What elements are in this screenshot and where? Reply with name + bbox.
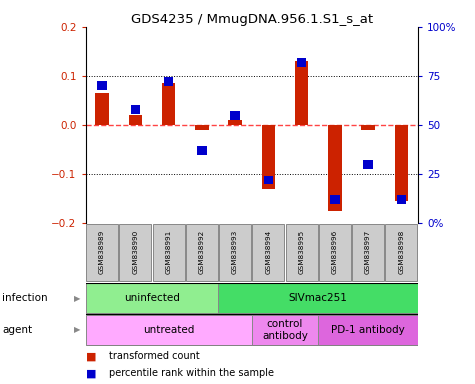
FancyBboxPatch shape	[186, 224, 218, 281]
Bar	[162, 83, 175, 125]
Text: untreated: untreated	[143, 325, 194, 335]
Text: ■: ■	[86, 351, 96, 361]
Bar	[131, 105, 140, 114]
FancyBboxPatch shape	[119, 224, 152, 281]
Bar	[361, 125, 375, 130]
FancyBboxPatch shape	[152, 224, 185, 281]
FancyBboxPatch shape	[385, 224, 418, 281]
FancyBboxPatch shape	[86, 283, 218, 313]
Text: GSM838989: GSM838989	[99, 230, 105, 274]
Bar	[330, 195, 340, 204]
Bar	[97, 81, 107, 90]
FancyBboxPatch shape	[319, 224, 351, 281]
Bar	[164, 78, 173, 86]
Bar	[129, 115, 142, 125]
Text: control
antibody: control antibody	[262, 319, 308, 341]
Bar	[328, 125, 342, 211]
FancyBboxPatch shape	[252, 315, 318, 345]
FancyBboxPatch shape	[318, 315, 418, 345]
Bar	[230, 111, 240, 119]
Text: PD-1 antibody: PD-1 antibody	[331, 325, 405, 335]
Bar	[262, 125, 275, 189]
Bar	[195, 125, 209, 130]
Bar	[264, 175, 273, 184]
Text: ▶: ▶	[74, 294, 80, 303]
Text: GSM838996: GSM838996	[332, 230, 338, 274]
Bar	[295, 61, 308, 125]
Text: GSM838990: GSM838990	[133, 230, 138, 274]
Bar	[397, 195, 406, 204]
Title: GDS4235 / MmugDNA.956.1.S1_s_at: GDS4235 / MmugDNA.956.1.S1_s_at	[131, 13, 373, 26]
Bar	[228, 120, 242, 125]
FancyBboxPatch shape	[86, 315, 252, 345]
Text: infection: infection	[2, 293, 48, 303]
Text: GSM838995: GSM838995	[299, 230, 304, 274]
Text: GSM838992: GSM838992	[199, 230, 205, 274]
FancyBboxPatch shape	[86, 224, 118, 281]
FancyBboxPatch shape	[252, 224, 285, 281]
FancyBboxPatch shape	[285, 224, 318, 281]
Text: ▶: ▶	[74, 325, 80, 334]
FancyBboxPatch shape	[219, 224, 251, 281]
Text: ■: ■	[86, 368, 96, 378]
Text: percentile rank within the sample: percentile rank within the sample	[109, 368, 274, 378]
FancyBboxPatch shape	[352, 224, 384, 281]
Bar	[95, 93, 109, 125]
Bar	[297, 58, 306, 66]
Text: SIVmac251: SIVmac251	[289, 293, 348, 303]
Bar	[197, 146, 207, 155]
Bar	[395, 125, 408, 201]
Text: GSM838998: GSM838998	[399, 230, 404, 274]
Text: GSM838994: GSM838994	[266, 230, 271, 274]
Bar	[363, 160, 373, 169]
Text: agent: agent	[2, 325, 32, 335]
Text: uninfected: uninfected	[124, 293, 180, 303]
FancyBboxPatch shape	[218, 283, 418, 313]
Text: GSM838997: GSM838997	[365, 230, 371, 274]
Text: GSM838991: GSM838991	[166, 230, 171, 274]
Text: GSM838993: GSM838993	[232, 230, 238, 274]
Text: transformed count: transformed count	[109, 351, 200, 361]
